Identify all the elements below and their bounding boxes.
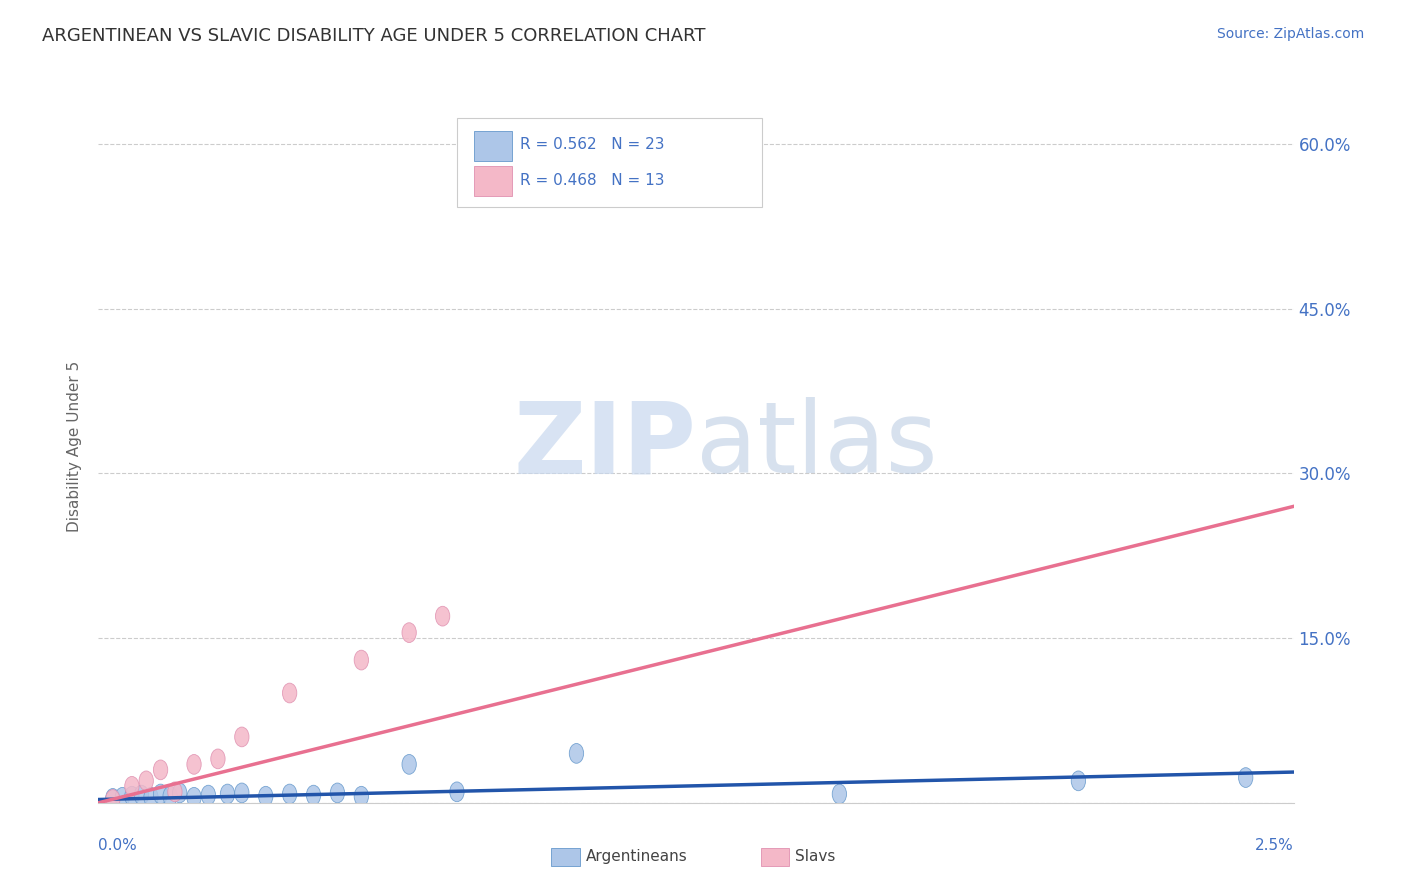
Y-axis label: Disability Age Under 5: Disability Age Under 5 (67, 360, 83, 532)
Ellipse shape (211, 749, 225, 769)
Ellipse shape (187, 755, 201, 774)
FancyBboxPatch shape (457, 118, 762, 207)
Ellipse shape (283, 683, 297, 703)
Ellipse shape (187, 788, 201, 807)
Ellipse shape (115, 788, 129, 807)
Ellipse shape (125, 776, 139, 797)
Ellipse shape (105, 789, 120, 808)
Ellipse shape (143, 788, 159, 807)
Ellipse shape (125, 787, 139, 806)
Ellipse shape (569, 744, 583, 764)
FancyBboxPatch shape (474, 130, 512, 161)
Ellipse shape (235, 727, 249, 747)
Text: Source: ZipAtlas.com: Source: ZipAtlas.com (1216, 27, 1364, 41)
Ellipse shape (307, 785, 321, 805)
Ellipse shape (259, 787, 273, 806)
Ellipse shape (354, 787, 368, 806)
FancyBboxPatch shape (474, 166, 512, 196)
Text: Slavs: Slavs (796, 849, 835, 863)
Ellipse shape (330, 783, 344, 803)
Ellipse shape (402, 623, 416, 642)
Ellipse shape (1071, 771, 1085, 790)
Text: 0.0%: 0.0% (98, 838, 138, 854)
Text: 2.5%: 2.5% (1254, 838, 1294, 854)
FancyBboxPatch shape (761, 848, 789, 865)
Ellipse shape (235, 783, 249, 803)
Ellipse shape (436, 607, 450, 626)
Ellipse shape (135, 785, 149, 805)
Ellipse shape (153, 760, 167, 780)
Text: R = 0.468   N = 13: R = 0.468 N = 13 (520, 173, 665, 188)
Ellipse shape (354, 650, 368, 670)
Ellipse shape (402, 755, 416, 774)
Ellipse shape (105, 789, 120, 809)
Ellipse shape (450, 782, 464, 802)
Ellipse shape (167, 782, 183, 802)
Text: Argentineans: Argentineans (586, 849, 688, 863)
FancyBboxPatch shape (551, 848, 581, 865)
Ellipse shape (522, 134, 536, 154)
Ellipse shape (173, 783, 187, 803)
Ellipse shape (163, 787, 177, 806)
Ellipse shape (283, 784, 297, 804)
Ellipse shape (153, 784, 167, 804)
Ellipse shape (832, 784, 846, 804)
Text: ZIP: ZIP (513, 398, 696, 494)
Text: ARGENTINEAN VS SLAVIC DISABILITY AGE UNDER 5 CORRELATION CHART: ARGENTINEAN VS SLAVIC DISABILITY AGE UND… (42, 27, 706, 45)
Ellipse shape (221, 784, 235, 804)
Text: atlas: atlas (696, 398, 938, 494)
Ellipse shape (139, 771, 153, 790)
Ellipse shape (1239, 768, 1253, 788)
Text: R = 0.562   N = 23: R = 0.562 N = 23 (520, 137, 665, 153)
Ellipse shape (201, 785, 215, 805)
